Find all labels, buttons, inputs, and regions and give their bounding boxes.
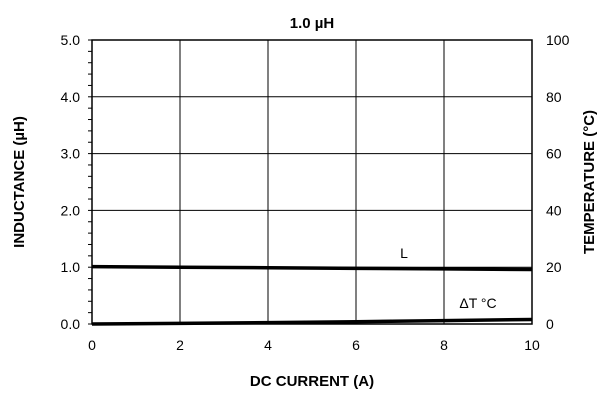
y-tick-label: 1.0 (61, 259, 81, 275)
y2-tick-label: 60 (546, 146, 562, 162)
series-label-l: L (400, 245, 408, 261)
series-layer (91, 264, 533, 326)
y2-axis-title: TEMPERATURE (°C) (581, 110, 598, 254)
x-tick-label: 8 (440, 337, 448, 353)
grid (92, 40, 532, 324)
x-tick-label: 10 (524, 337, 540, 353)
y2-tick-label: 100 (546, 32, 570, 48)
x-tick-label: 2 (176, 337, 184, 353)
y-tick-label: 3.0 (61, 146, 81, 162)
series-label-delta-t: ΔT °C (459, 295, 496, 311)
series-line-l (91, 264, 533, 272)
x-axis-title: DC CURRENT (A) (250, 373, 374, 390)
series-line-delta-t (91, 317, 533, 326)
left-minor-ticks (88, 39, 92, 325)
y-axis-title: INDUCTANCE (µH) (11, 116, 28, 248)
x-tick-label: 0 (88, 337, 96, 353)
y2-tick-label: 80 (546, 89, 562, 105)
x-tick-label: 6 (352, 337, 360, 353)
y-tick-label: 4.0 (61, 89, 81, 105)
y-tick-label: 2.0 (61, 202, 81, 218)
chart-title: 1.0 µH (290, 15, 335, 32)
y-tick-labels: 0.0 1.0 2.0 3.0 4.0 5.0 (61, 32, 81, 332)
plot-frame (91, 39, 533, 325)
y2-tick-label: 20 (546, 259, 562, 275)
y2-tick-label: 0 (546, 316, 554, 332)
y2-tick-labels: 0 20 40 60 80 100 (546, 32, 570, 332)
y2-tick-label: 40 (546, 202, 562, 218)
y-tick-label: 5.0 (61, 32, 81, 48)
y-tick-label: 0.0 (61, 316, 81, 332)
x-tick-label: 4 (264, 337, 272, 353)
x-tick-labels: 0 2 4 6 8 10 (88, 337, 540, 353)
